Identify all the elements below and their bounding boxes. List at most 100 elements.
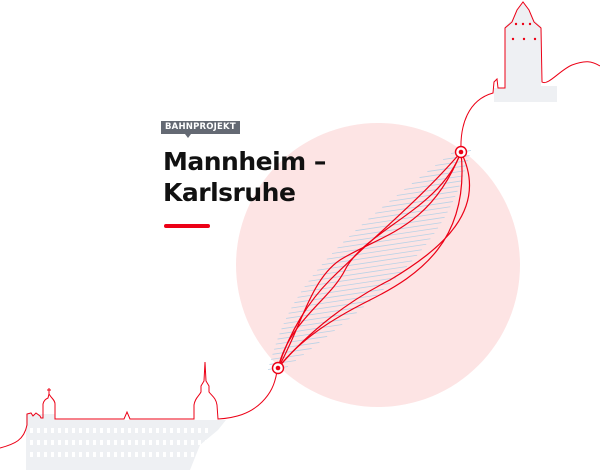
hatch-line: [375, 201, 453, 214]
hatch-line: [349, 222, 442, 237]
palace-window: [65, 428, 68, 433]
hatch-line: [312, 260, 413, 277]
palace-window: [100, 440, 103, 445]
palace-window: [198, 428, 201, 433]
palace-window: [65, 440, 68, 445]
palace-window: [58, 452, 61, 457]
palace-window: [79, 440, 82, 445]
palace-window: [184, 440, 187, 445]
palace-window: [37, 452, 40, 457]
palace-window: [177, 452, 180, 457]
palace-window: [72, 428, 75, 433]
palace-window: [107, 452, 110, 457]
palace-window: [205, 428, 208, 433]
station-node-karlsruhe: [271, 361, 285, 375]
palace-window: [72, 452, 75, 457]
palace-window: [205, 452, 208, 457]
hatch-line: [337, 232, 435, 249]
palace-window: [184, 428, 187, 433]
hatch-line: [404, 180, 462, 190]
corridor-circle: [236, 123, 520, 407]
hatch-line: [396, 185, 460, 196]
palace-window: [86, 452, 89, 457]
hatch-line: [304, 271, 402, 288]
hatch-line: [279, 324, 343, 335]
palace-window: [86, 440, 89, 445]
hatch-line: [411, 175, 464, 184]
hatch-line: [297, 283, 390, 298]
palace-window: [114, 440, 117, 445]
palace-window: [191, 440, 194, 445]
palace-window: [198, 452, 201, 457]
palace-window: [30, 452, 33, 457]
palace-window: [128, 428, 131, 433]
hatch-line: [283, 312, 357, 325]
palace-window: [44, 452, 47, 457]
palace-window: [191, 428, 194, 433]
palace-window: [142, 428, 145, 433]
palace-window: [163, 428, 166, 433]
route-variants: [277, 151, 471, 369]
hatch-line: [317, 254, 418, 271]
palace-window: [177, 428, 180, 433]
palace-window: [128, 440, 131, 445]
palace-window: [170, 452, 173, 457]
hatch-line: [331, 238, 431, 254]
palace-window: [177, 440, 180, 445]
palace-window: [51, 428, 54, 433]
palace-window: [149, 428, 152, 433]
palace-window: [128, 452, 131, 457]
palace-window: [114, 428, 117, 433]
palace-window: [149, 452, 152, 457]
palace-window: [135, 440, 138, 445]
palace-window: [79, 428, 82, 433]
palace-silhouette: [0, 361, 278, 470]
palace-window: [86, 428, 89, 433]
palace-window: [51, 452, 54, 457]
palace-window: [30, 440, 33, 445]
title-underline: [164, 224, 210, 228]
hatch-line: [361, 211, 448, 226]
title-line-1: Mannheim –: [163, 147, 326, 176]
palace-window: [44, 440, 47, 445]
palace-window: [163, 452, 166, 457]
hatch-line: [274, 342, 320, 350]
hatch-line: [277, 330, 335, 340]
palace-window: [100, 428, 103, 433]
palace-window: [58, 428, 61, 433]
palace-window: [156, 428, 159, 433]
palace-window: [170, 428, 173, 433]
hatch-line: [291, 294, 378, 309]
palace-window: [205, 440, 208, 445]
palace-window: [51, 440, 54, 445]
title-line-2: Karlsruhe: [163, 178, 296, 207]
palace-window: [170, 440, 173, 445]
palace-window: [58, 440, 61, 445]
palace-window: [107, 428, 110, 433]
palace-window: [135, 428, 138, 433]
hatch-line: [288, 300, 371, 314]
palace-window: [100, 452, 103, 457]
hatch-line: [321, 249, 422, 266]
palace-window: [44, 428, 47, 433]
palace-window: [184, 452, 187, 457]
palace-window: [37, 428, 40, 433]
palace-window: [79, 452, 82, 457]
palace-window: [107, 440, 110, 445]
palace-window: [121, 428, 124, 433]
hatch-line: [355, 216, 445, 232]
palace-window: [163, 440, 166, 445]
palace-window: [65, 452, 68, 457]
palace-window: [142, 452, 145, 457]
hatch-line: [300, 277, 396, 293]
palace-window: [142, 440, 145, 445]
palace-window: [121, 452, 124, 457]
palace-window: [72, 440, 75, 445]
hatch-line: [326, 243, 427, 260]
hatch-line: [286, 306, 364, 319]
water-tower-silhouette: [460, 1, 600, 152]
palace-window: [191, 452, 194, 457]
palace-window: [156, 440, 159, 445]
hatch-line: [419, 170, 465, 178]
